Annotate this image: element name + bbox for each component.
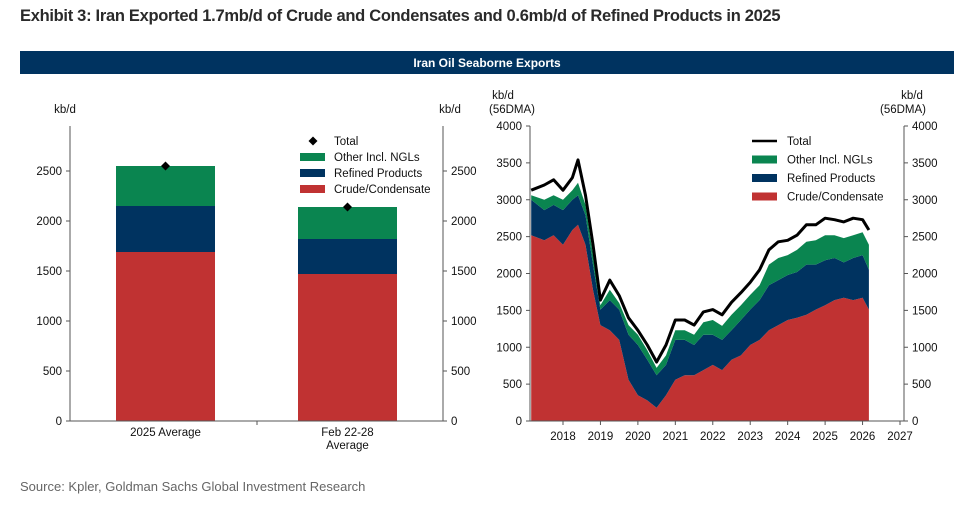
left-y-tick-label: 0 (56, 416, 62, 428)
legend-label-ngl: Other Incl. NGLs (334, 152, 420, 164)
source-note: Source: Kpler, Goldman Sachs Global Inve… (20, 479, 366, 494)
bar-crude (116, 252, 215, 421)
right-y-tick-label: 2000 (912, 269, 938, 281)
left-y-tick-label: 2500 (36, 166, 62, 178)
left-y-tick-label: 2000 (496, 269, 522, 281)
area-chart-legend: Total Other Incl. NGLs Refined Products Cru… (752, 136, 884, 204)
legend-label-refined: Refined Products (787, 173, 875, 185)
bar-crude (298, 274, 397, 421)
legend-label-ngl: Other Incl. NGLs (787, 155, 873, 167)
x-tick-label: 2025 (812, 431, 838, 443)
x-tick-label: 2025 Average (130, 427, 201, 439)
left-y-unit-label-line1: kb/d (492, 90, 514, 102)
x-tick-label: 2021 (663, 431, 689, 443)
left-y-tick-label: 1000 (496, 342, 522, 354)
right-y-tick-label: 1500 (912, 305, 938, 317)
right-y-tick-label: 0 (912, 416, 918, 428)
x-tick-label: 2024 (775, 431, 801, 443)
right-y-unit-label: kb/d (439, 104, 461, 116)
left-y-tick-label: 4000 (496, 121, 522, 133)
panel-title: Iran Oil Seaborne Exports (413, 55, 561, 70)
legend-label-refined: Refined Products (334, 168, 422, 180)
left-y-tick-label: 1000 (36, 316, 62, 328)
right-y-tick-label: 3500 (912, 158, 938, 170)
left-y-tick-label: 3000 (496, 195, 522, 207)
left-y-tick-label: 3500 (496, 158, 522, 170)
x-tick-label: 2020 (625, 431, 651, 443)
legend-swatch-refined (752, 174, 777, 182)
x-tick-label: Average (326, 440, 369, 452)
area-crude (531, 224, 869, 421)
x-tick-label: 2019 (588, 431, 614, 443)
right-y-tick-label: 2000 (451, 216, 477, 228)
left-y-tick-label: 2000 (36, 216, 62, 228)
left-y-tick-label: 1500 (496, 305, 522, 317)
legend-label-total: Total (334, 136, 358, 148)
right-y-tick-label: 1500 (451, 266, 477, 278)
legend-swatch-refined (300, 169, 325, 177)
total-marker (343, 202, 352, 212)
total-line (530, 158, 871, 364)
right-y-unit-label-line2: (56DMA) (880, 104, 926, 116)
bar-refined (116, 206, 215, 252)
legend-swatch-crude (300, 185, 325, 193)
right-y-tick-label: 2500 (451, 166, 477, 178)
left-y-tick-label: 1500 (36, 266, 62, 278)
legend-label-crude: Crude/Condensate (787, 192, 884, 204)
x-tick-label: Feb 22-28 (321, 427, 373, 439)
legend-label-total: Total (787, 136, 811, 148)
legend-total-marker-icon (308, 136, 318, 146)
legend-label-crude: Crude/Condensate (334, 184, 431, 196)
bar-chart-legend: Total Other Incl. NGLs Refined Products Cru… (300, 136, 431, 196)
legend-swatch-ngl (752, 155, 777, 164)
left-y-unit-label: kb/d (54, 104, 76, 116)
left-y-tick-label: 500 (503, 379, 522, 391)
x-tick-label: 2023 (737, 431, 763, 443)
x-tick-label: 2018 (550, 431, 576, 443)
right-y-tick-label: 2500 (912, 232, 938, 244)
area-refined (531, 195, 869, 408)
x-tick-label: 2027 (887, 431, 913, 443)
right-y-unit-label-line1: kb/d (901, 90, 923, 102)
right-y-tick-label: 4000 (912, 121, 938, 133)
total-marker (161, 161, 170, 171)
right-y-tick-label: 1000 (912, 342, 938, 354)
legend-swatch-ngl (300, 153, 325, 161)
right-y-tick-label: 500 (912, 379, 931, 391)
left-y-tick-label: 2500 (496, 232, 522, 244)
bar-ngl (116, 166, 215, 206)
right-y-tick-label: 3000 (912, 195, 938, 207)
left-y-tick-label: 0 (516, 416, 522, 428)
x-tick-label: 2022 (700, 431, 726, 443)
x-tick-label: 2026 (850, 431, 876, 443)
right-y-tick-label: 0 (451, 416, 457, 428)
right-y-tick-label: 500 (451, 366, 470, 378)
panel-title-band: Iran Oil Seaborne Exports (20, 51, 954, 74)
legend-swatch-crude (752, 192, 777, 201)
bar-refined (298, 239, 397, 274)
area-ngl (531, 182, 869, 376)
left-y-unit-label-line2: (56DMA) (489, 104, 535, 116)
right-y-tick-label: 1000 (451, 316, 477, 328)
exhibit-title: Exhibit 3: Iran Exported 1.7mb/d of Crud… (20, 7, 781, 25)
area-chart: kb/d (56DMA) kb/d (56DMA) 0 0 500 500 1000 10… (489, 90, 938, 443)
left-y-tick-label: 500 (43, 366, 62, 378)
bar-ngl (298, 207, 397, 239)
